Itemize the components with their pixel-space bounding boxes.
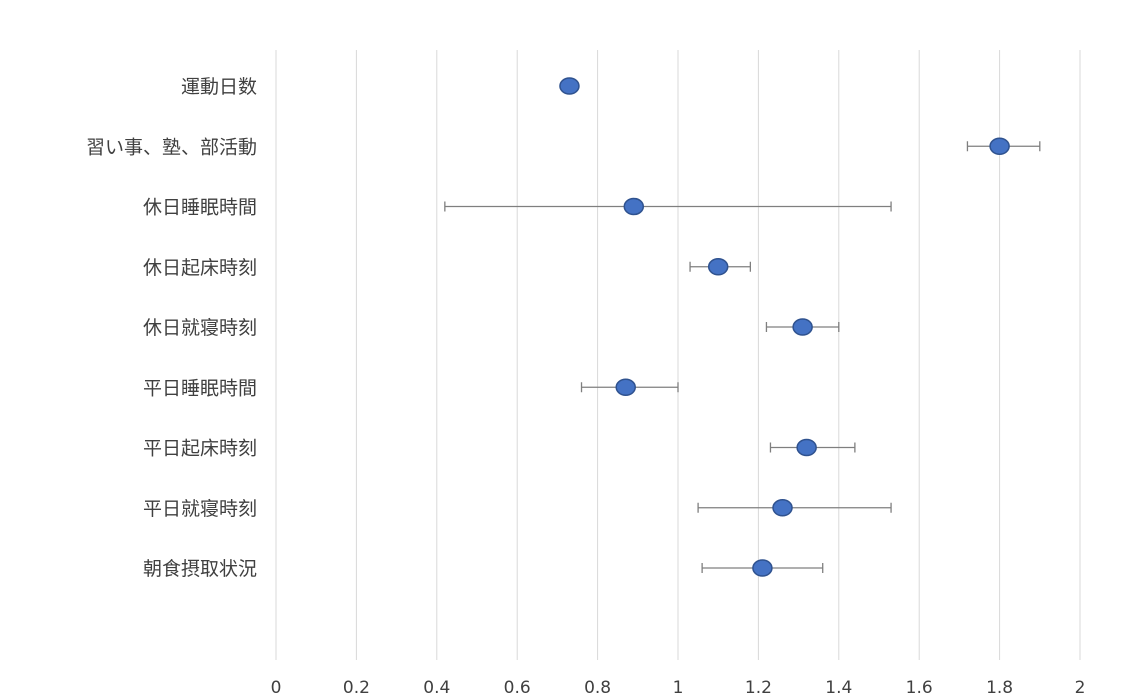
data-point [559, 77, 580, 95]
category-label: 平日睡眠時間 [143, 377, 257, 399]
x-tick-label: 0.6 [504, 678, 531, 697]
x-tick-label: 1.2 [745, 678, 772, 697]
category-label: 運動日数 [181, 76, 257, 98]
category-labels: 運動日数習い事、塾、部活動休日睡眠時間休日起床時刻休日就寝時刻平日睡眠時間平日起… [86, 76, 257, 580]
x-tick-label: 0.4 [423, 678, 450, 697]
data-point [752, 559, 773, 577]
data-point [707, 258, 729, 276]
x-tick-label: 1.4 [825, 678, 852, 697]
category-label: 朝食摂取状況 [143, 558, 257, 580]
gridlines [275, 50, 1081, 660]
category-label: 休日睡眠時間 [143, 197, 257, 219]
x-tick-label: 0.8 [584, 678, 611, 697]
x-tick-label: 1.6 [906, 678, 933, 697]
category-label: 習い事、塾、部活動 [86, 136, 257, 158]
category-label: 休日起床時刻 [143, 257, 257, 279]
data-point [796, 438, 817, 457]
category-label: 平日就寝時刻 [143, 498, 257, 520]
data-point [623, 197, 645, 216]
error-bars [444, 141, 1041, 573]
category-label: 平日起床時刻 [143, 438, 257, 460]
data-point [989, 137, 1010, 155]
x-tick-label: 0.2 [343, 678, 370, 697]
data-point [792, 318, 813, 336]
x-tick-label: 1 [673, 678, 684, 697]
data-point [772, 499, 793, 517]
category-label: 休日就寝時刻 [143, 317, 257, 339]
data-points [559, 77, 1010, 577]
x-tick-label: 1.8 [986, 678, 1013, 697]
x-tick-label: 0 [271, 678, 282, 697]
x-axis-tick-labels: 0 0.2 0.4 0.6 0.8 1 1.2 1.4 1.6 1.8 2 [271, 678, 1086, 697]
x-tick-label: 2 [1075, 678, 1086, 697]
data-point [615, 378, 636, 396]
